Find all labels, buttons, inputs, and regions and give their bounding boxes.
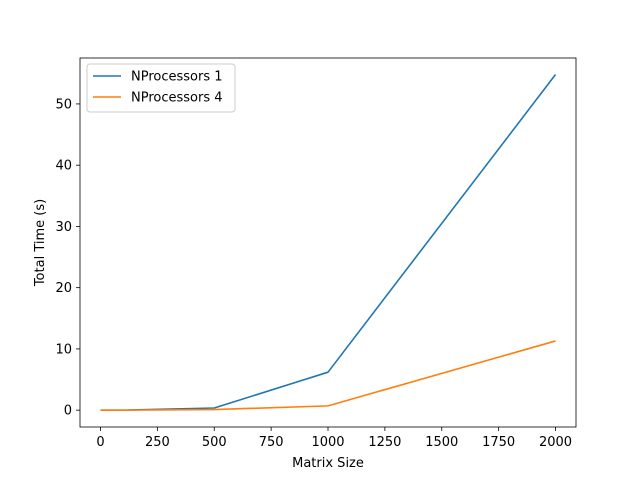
x-tick-label: 1000 [311,435,344,450]
y-axis: 0 10 20 30 40 50 [55,97,80,419]
x-tick-label: 1250 [368,435,401,450]
x-axis: 0 250 500 750 1000 1250 1500 1750 2000 [96,427,572,450]
x-tick-label: 2000 [539,435,572,450]
x-axis-label: Matrix Size [292,456,364,471]
y-tick-label: 30 [55,220,72,235]
y-tick-label: 0 [64,404,72,419]
y-tick-label: 20 [55,281,72,296]
x-tick-label: 1750 [482,435,515,450]
series-lines [100,74,557,411]
legend: NProcessors 1 NProcessors 4 [86,63,236,113]
legend-box [86,63,236,113]
x-tick-label: 1500 [425,435,458,450]
y-tick-label: 50 [55,97,72,112]
legend-label-1: NProcessors 1 [131,70,223,85]
series-line-2 [100,340,556,411]
legend-label-2: NProcessors 4 [131,91,223,106]
x-tick-label: 250 [145,435,170,450]
y-tick-label: 40 [55,159,72,174]
x-tick-label: 750 [259,435,284,450]
x-tick-label: 500 [202,435,227,450]
y-tick-label: 10 [55,342,72,357]
y-axis-label: Total Time (s) [33,199,48,287]
x-tick-label: 0 [96,435,104,450]
